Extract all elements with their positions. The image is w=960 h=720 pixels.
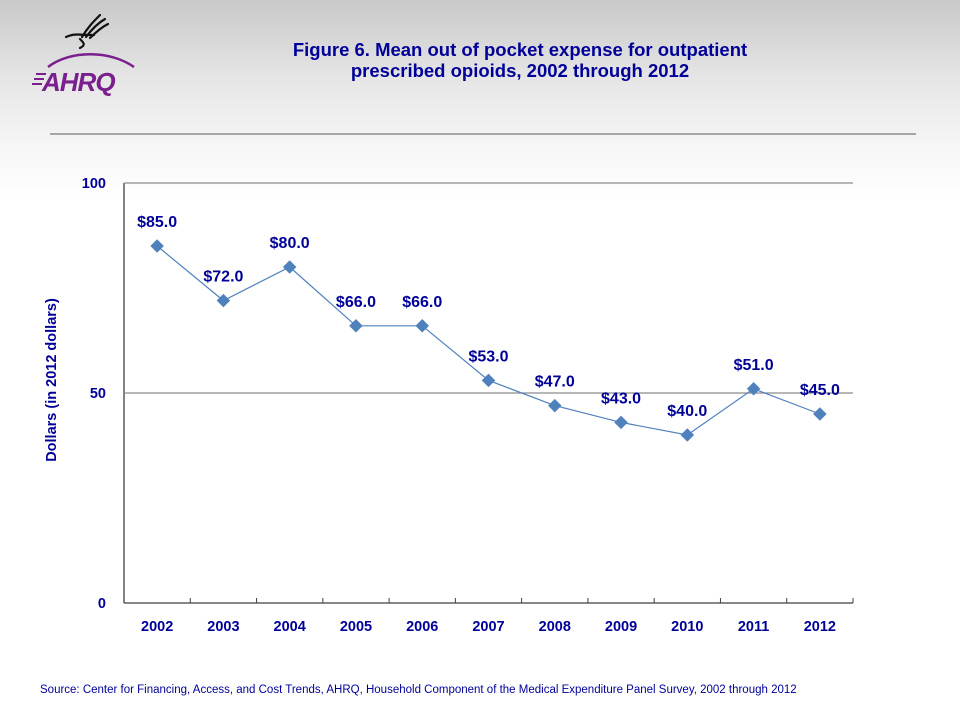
x-tick-label: 2011 xyxy=(738,619,769,635)
x-tick-label: 2009 xyxy=(605,619,637,635)
data-labels: $85.0 $72.0 $80.0 $66.0 $66.0 $53.0 $47.0 $43.0… xyxy=(137,214,840,420)
chart-title-line-2: prescribed opioids, 2002 through 2012 xyxy=(350,60,690,81)
y-tick-label: 50 xyxy=(90,386,106,402)
ahrq-wordmark-icon: AHRQ xyxy=(32,53,135,97)
svg-text:AHRQ: AHRQ xyxy=(41,67,115,97)
data-label: $45.0 xyxy=(800,382,840,399)
diamond-marker xyxy=(415,318,430,333)
x-tick-label: 2004 xyxy=(274,619,306,635)
diamond-marker xyxy=(349,318,363,333)
x-tick-label: 2012 xyxy=(804,619,836,635)
x-tick-label: 2005 xyxy=(340,619,372,635)
data-label: $66.0 xyxy=(402,294,442,311)
x-tick-label: 2002 xyxy=(141,619,173,635)
x-tick-label: 2008 xyxy=(539,619,571,635)
diamond-marker xyxy=(481,373,496,388)
y-axis-label: Dollars (in 2012 dollars) xyxy=(44,298,60,462)
x-axis-tick-labels: 2002 2003 2004 2005 2006 2007 2008 2009 2010 2011… xyxy=(141,619,836,635)
chart-gridlines xyxy=(124,182,853,394)
y-axis-tick-labels: 0 50 100 xyxy=(82,176,106,612)
data-label: $47.0 xyxy=(535,374,575,391)
x-tick-label: 2010 xyxy=(671,619,703,635)
x-tick-label: 2006 xyxy=(406,619,438,635)
diamond-marker xyxy=(614,415,628,430)
series-line xyxy=(156,245,821,436)
diamond-marker xyxy=(150,239,164,253)
diamond-marker xyxy=(216,293,231,308)
x-tick-label: 2003 xyxy=(207,619,239,635)
data-label: $53.0 xyxy=(468,348,508,365)
hhs-eagle-icon: AHRQ xyxy=(32,13,135,97)
chart-title-line-1: Figure 6. Mean out of pocket expense for… xyxy=(292,39,748,60)
diamond-marker xyxy=(680,428,695,442)
diamond-marker xyxy=(547,398,562,413)
data-label: $43.0 xyxy=(601,390,641,407)
ahrq-logo: AHRQ xyxy=(30,5,150,100)
diamond-marker xyxy=(813,407,827,421)
series-markers xyxy=(150,239,827,442)
data-label: $40.0 xyxy=(667,403,707,420)
data-label: $72.0 xyxy=(203,269,243,286)
diamond-marker xyxy=(282,260,297,274)
x-tick-label: 2007 xyxy=(472,619,504,635)
chart-title: Figure 6. Mean out of pocket expense for… xyxy=(200,39,840,81)
header-divider xyxy=(50,133,916,135)
data-label: $85.0 xyxy=(137,214,177,231)
data-label: $66.0 xyxy=(336,294,376,311)
diamond-marker xyxy=(746,381,761,396)
source-note: Source: Center for Financing, Access, an… xyxy=(40,684,797,696)
series-polyline xyxy=(156,245,821,436)
data-label: $80.0 xyxy=(270,235,310,252)
data-label: $51.0 xyxy=(734,357,774,374)
y-tick-label: 0 xyxy=(98,596,106,612)
y-tick-label: 100 xyxy=(82,176,106,192)
